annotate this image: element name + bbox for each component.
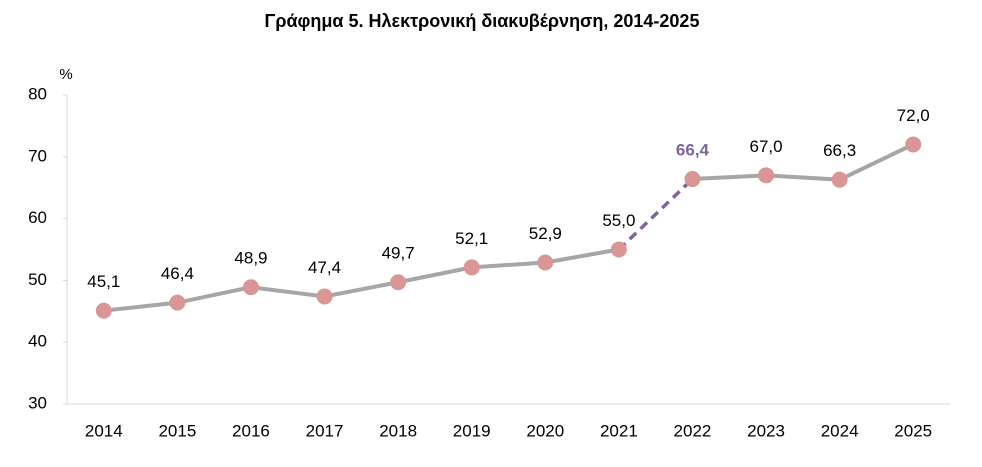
chart-title: Γράφημα 5. Ηλεκτρονική διακυβέρνηση, 201… xyxy=(265,11,700,31)
marker xyxy=(242,279,259,296)
y-tick-label: 40 xyxy=(28,332,47,351)
marker xyxy=(610,241,627,258)
data-label: 66,3 xyxy=(823,141,856,160)
y-tick-label: 30 xyxy=(28,393,47,412)
line xyxy=(103,247,620,313)
marker xyxy=(684,171,701,188)
data-label: 47,4 xyxy=(308,258,341,277)
marker xyxy=(758,167,775,184)
y-tick-label: 50 xyxy=(28,270,47,289)
connector-line xyxy=(617,177,694,251)
data-label: 52,9 xyxy=(529,224,562,243)
data-label: 46,4 xyxy=(161,264,194,283)
x-tick-label: 2019 xyxy=(453,421,491,440)
x-tick-label: 2014 xyxy=(85,421,123,440)
line xyxy=(692,142,915,182)
x-tick-label: 2015 xyxy=(158,421,196,440)
data-label: 66,4 xyxy=(676,141,710,160)
x-tick-label: 2016 xyxy=(232,421,270,440)
x-tick-label: 2025 xyxy=(894,421,932,440)
marker xyxy=(537,254,554,271)
data-label: 67,0 xyxy=(749,137,782,156)
x-tick-label: 2023 xyxy=(747,421,785,440)
data-label: 45,1 xyxy=(87,272,120,291)
y-axis-label: % xyxy=(59,66,72,83)
data-label: 49,7 xyxy=(382,244,415,263)
data-label: 48,9 xyxy=(234,249,267,268)
y-tick-label: 80 xyxy=(28,84,47,103)
marker xyxy=(831,171,848,188)
data-label: 55,0 xyxy=(602,211,635,230)
data-label: 72,0 xyxy=(897,106,930,125)
marker xyxy=(316,288,333,305)
x-tick-label: 2017 xyxy=(306,421,344,440)
x-tick-label: 2018 xyxy=(379,421,417,440)
marker xyxy=(905,136,922,153)
x-tick-label: 2021 xyxy=(600,421,638,440)
data-label: 52,1 xyxy=(455,229,488,248)
y-tick-label: 70 xyxy=(28,146,47,165)
x-tick-label: 2024 xyxy=(821,421,859,440)
x-tick-label: 2020 xyxy=(526,421,564,440)
marker xyxy=(169,294,186,311)
marker xyxy=(95,302,112,319)
y-tick-label: 60 xyxy=(28,208,47,227)
marker xyxy=(463,259,480,276)
x-tick-label: 2022 xyxy=(674,421,712,440)
marker xyxy=(390,274,407,291)
